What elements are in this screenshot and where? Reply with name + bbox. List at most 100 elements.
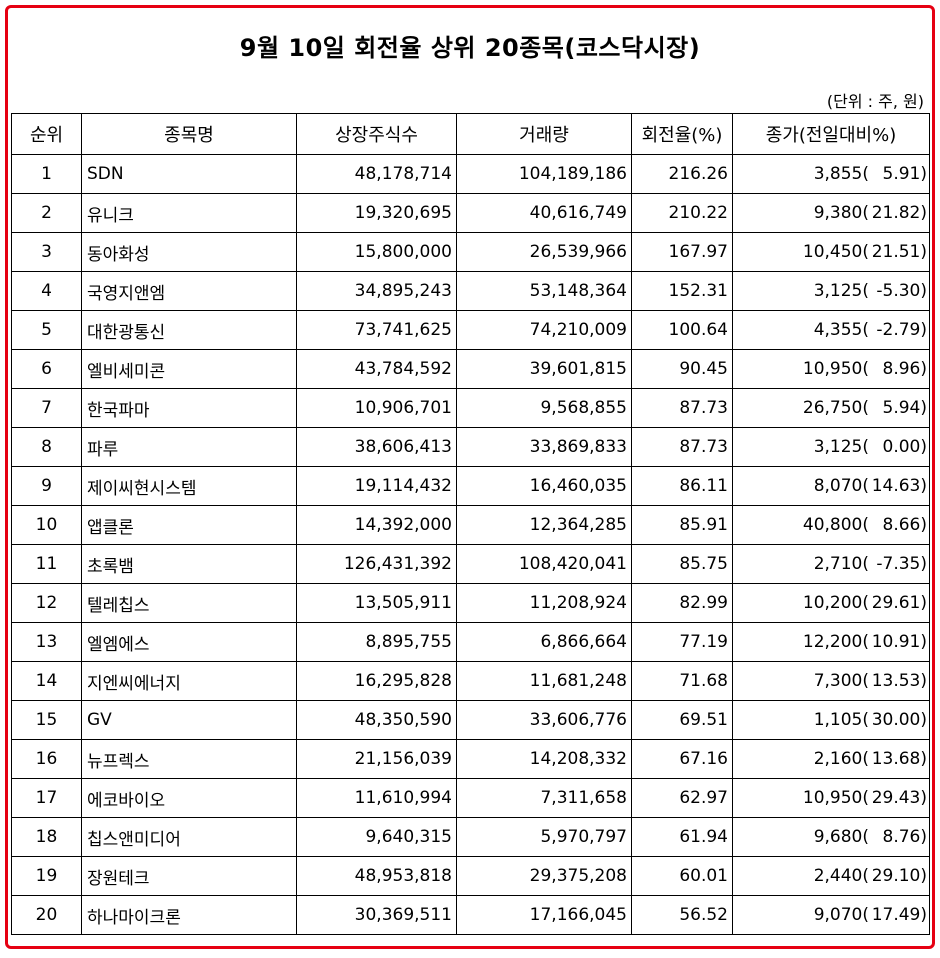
listed-shares-cell: 14,392,000 [296,505,457,545]
close-price: 3,125( [813,437,869,457]
table-row: 20 하나마이크론 30,369,511 17,166,045 56.52 9,070(1… [11,895,930,935]
stock-name-cell: 장원테크 [81,856,297,896]
change-percent: 13.53) [871,671,927,691]
close-price: 40,800( [802,515,869,535]
close-price-cell: 10,450(21.51) [732,232,930,272]
table-row: 15 GV 48,350,590 33,606,776 69.51 1,105(30.00… [11,700,930,740]
header-close-price: 종가(전일대비%) [732,113,930,155]
close-price-cell: 9,380(21.82) [732,193,930,233]
volume-cell: 9,568,855 [456,388,632,428]
volume-cell: 12,364,285 [456,505,632,545]
stock-name-cell: 대한광통신 [81,310,297,350]
close-price: 2,440( [813,866,869,886]
volume-cell: 74,210,009 [456,310,632,350]
table-row: 14 지엔씨에너지 16,295,828 11,681,248 71.68 7,300(1… [11,661,930,701]
close-price-cell: 10,950(29.43) [732,778,930,818]
volume-cell: 33,869,833 [456,427,632,467]
change-percent: 29.43) [871,788,927,808]
table-row: 11 초록뱀 126,431,392 108,420,041 85.75 2,710(-7… [11,544,930,584]
turnover-cell: 216.26 [631,154,733,194]
unit-note: (단위 : 주, 원) [826,92,924,111]
change-percent: -7.35) [876,554,927,574]
rank-cell: 16 [11,739,82,779]
close-price: 10,200( [802,593,869,613]
change-percent: -2.79) [876,320,927,340]
stock-name-cell: 한국파마 [81,388,297,428]
listed-shares-cell: 48,178,714 [296,154,457,194]
table-row: 1 SDN 48,178,714 104,189,186 216.26 3,855(5.9… [11,154,930,194]
close-price-cell: 40,800( 8.66) [732,505,930,545]
volume-cell: 33,606,776 [456,700,632,740]
rank-cell: 9 [11,466,82,506]
stock-name-cell: 파루 [81,427,297,467]
turnover-cell: 67.16 [631,739,733,779]
change-percent: 21.51) [871,242,927,262]
listed-shares-cell: 126,431,392 [296,544,457,584]
close-price-cell: 3,855(5.91) [732,154,930,194]
close-price: 1,105( [813,710,869,730]
volume-cell: 53,148,364 [456,271,632,311]
change-percent: 0.00) [882,437,927,457]
close-price-cell: 3,125( 0.00) [732,427,930,467]
rank-cell: 4 [11,271,82,311]
listed-shares-cell: 30,369,511 [296,895,457,935]
rank-cell: 19 [11,856,82,896]
turnover-cell: 87.73 [631,388,733,428]
table-row: 8 파루 38,606,413 33,869,833 87.73 3,125(0.00) [11,427,930,467]
turnover-cell: 77.19 [631,622,733,662]
turnover-cell: 69.51 [631,700,733,740]
rank-cell: 5 [11,310,82,350]
close-price: 7,300( [813,671,869,691]
table-row: 9 제이씨현시스템 19,114,432 16,460,035 86.11 8,070(1… [11,466,930,506]
rank-cell: 3 [11,232,82,272]
listed-shares-cell: 13,505,911 [296,583,457,623]
volume-cell: 26,539,966 [456,232,632,272]
stock-name-cell: 국영지앤엠 [81,271,297,311]
close-price-cell: 7,300(13.53) [732,661,930,701]
listed-shares-cell: 34,895,243 [296,271,457,311]
stock-name-cell: GV [81,700,297,740]
close-price: 8,070( [813,476,869,496]
change-percent: 8.66) [882,515,927,535]
volume-cell: 11,208,924 [456,583,632,623]
change-percent: 30.00) [871,710,927,730]
stock-name-cell: 앱클론 [81,505,297,545]
close-price: 2,160( [813,749,869,769]
rank-cell: 10 [11,505,82,545]
close-price-cell: 3,125(-5.30) [732,271,930,311]
listed-shares-cell: 73,741,625 [296,310,457,350]
table-row: 12 텔레칩스 13,505,911 11,208,924 82.99 10,200(29… [11,583,930,623]
turnover-cell: 100.64 [631,310,733,350]
header-turnover: 회전율(%) [631,113,733,155]
table-row: 4 국영지앤엠 34,895,243 53,148,364 152.31 3,125(-5… [11,271,930,311]
listed-shares-cell: 19,114,432 [296,466,457,506]
stock-name-cell: 칩스앤미디어 [81,817,297,857]
turnover-cell: 56.52 [631,895,733,935]
volume-cell: 104,189,186 [456,154,632,194]
table-row: 18 칩스앤미디어 9,640,315 5,970,797 61.94 9,680(8.7… [11,817,930,857]
rank-cell: 6 [11,349,82,389]
red-border-frame [5,5,935,949]
listed-shares-cell: 8,895,755 [296,622,457,662]
rank-cell: 20 [11,895,82,935]
change-percent: 8.76) [882,827,927,847]
close-price-cell: 2,710(-7.35) [732,544,930,584]
table-row: 17 에코바이오 11,610,994 7,311,658 62.97 10,950(29… [11,778,930,818]
close-price-cell: 10,200(29.61) [732,583,930,623]
close-price-cell: 9,070(17.49) [732,895,930,935]
table-row: 6 엘비세미콘 43,784,592 39,601,815 90.45 10,950(8.… [11,349,930,389]
close-price-cell: 9,680( 8.76) [732,817,930,857]
turnover-cell: 60.01 [631,856,733,896]
volume-cell: 40,616,749 [456,193,632,233]
rank-cell: 18 [11,817,82,857]
volume-cell: 5,970,797 [456,817,632,857]
close-price: 10,950( [802,788,869,808]
table-row: 13 엘엠에스 8,895,755 6,866,664 77.19 12,200(10.9… [11,622,930,662]
table-row: 16 뉴프렉스 21,156,039 14,208,332 67.16 2,160(13.… [11,739,930,779]
close-price: 9,680( [813,827,869,847]
change-percent: 5.91) [882,164,927,184]
turnover-cell: 167.97 [631,232,733,272]
listed-shares-cell: 15,800,000 [296,232,457,272]
stock-name-cell: 뉴프렉스 [81,739,297,779]
stock-name-cell: 초록뱀 [81,544,297,584]
